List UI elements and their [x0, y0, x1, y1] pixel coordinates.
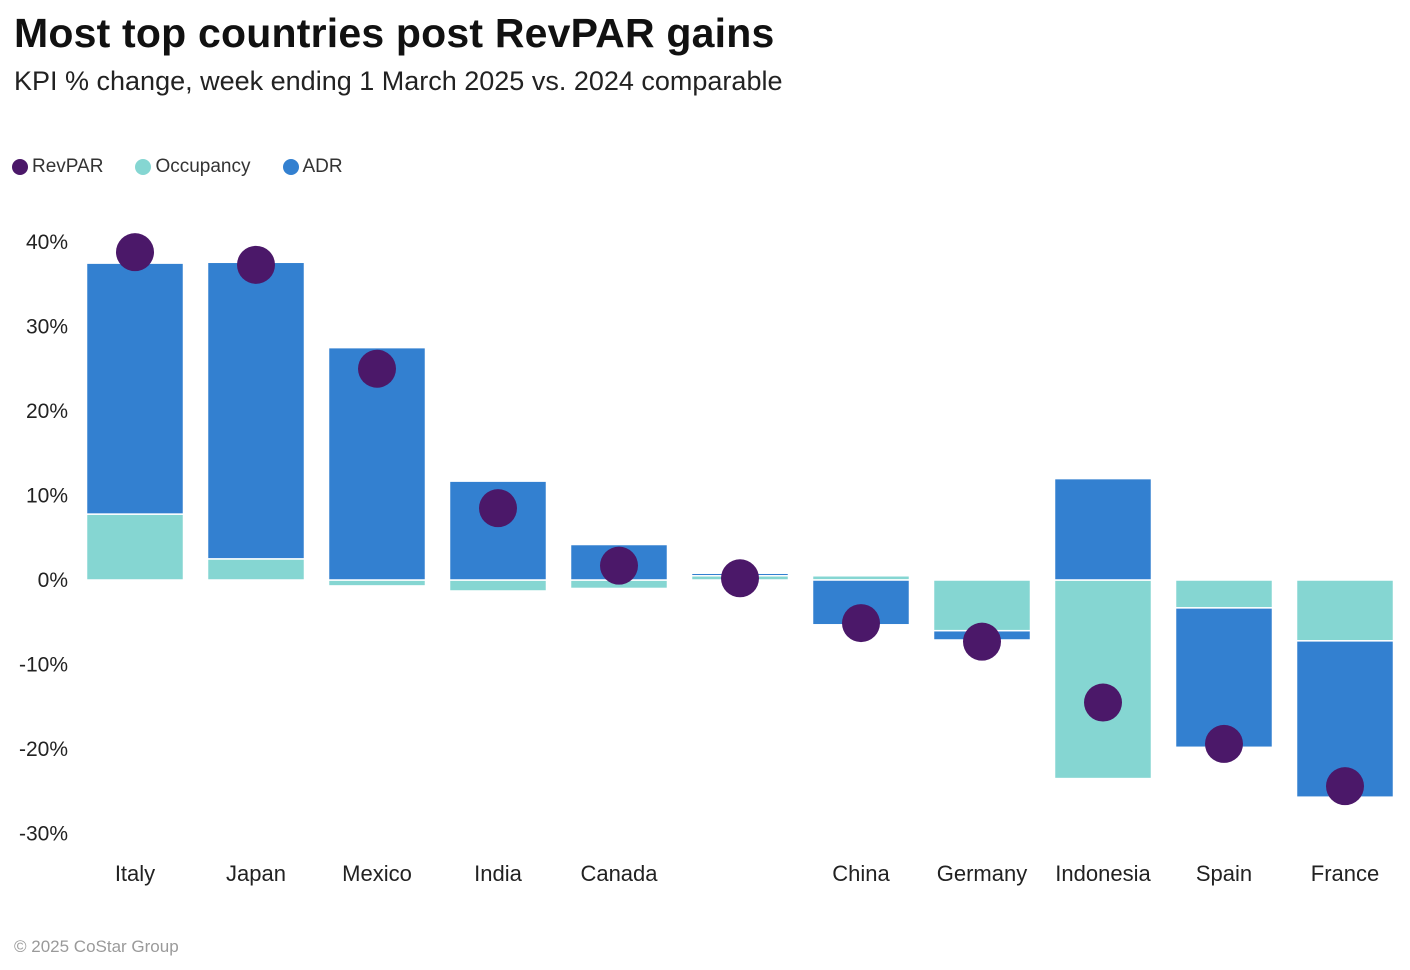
copyright-footer: © 2025 CoStar Group [14, 937, 179, 956]
revpar-dot [1084, 683, 1122, 722]
y-tick-label: 40% [26, 231, 68, 254]
adr-bar [206, 261, 306, 560]
x-category-label: Indonesia [1055, 861, 1151, 886]
legend-item-adr: ADR [282, 156, 343, 178]
y-tick-label: -30% [19, 823, 68, 846]
legend-item-occupancy: Occupancy [135, 156, 251, 178]
x-category-label: Mexico [342, 861, 412, 886]
occupancy-bar [448, 579, 548, 592]
revpar-dot [1205, 724, 1243, 763]
legend: RevPAR Occupancy ADR [12, 156, 375, 178]
occupancy-bar [206, 558, 306, 581]
revpar-dot [842, 604, 880, 643]
x-category-label: Japan [226, 861, 286, 886]
revpar-dot [721, 559, 759, 598]
x-category-label: Germany [937, 861, 1027, 886]
x-category-label: India [474, 861, 522, 886]
y-tick-label: 30% [26, 316, 68, 339]
x-category-label: Canada [580, 861, 658, 886]
y-tick-label: 10% [26, 485, 68, 508]
y-tick-label: 20% [26, 400, 68, 423]
y-tick-label: -20% [19, 738, 68, 761]
revpar-dot [237, 245, 275, 284]
revpar-dot [358, 349, 396, 388]
x-category-label: Spain [1196, 861, 1252, 886]
x-category-label: France [1311, 861, 1379, 886]
chart-subtitle: KPI % change, week ending 1 March 2025 v… [14, 66, 783, 96]
legend-label-occupancy: Occupancy [155, 156, 251, 177]
x-category-label: Italy [115, 861, 155, 886]
legend-item-revpar: RevPAR [12, 156, 103, 178]
revpar-dot [963, 622, 1001, 661]
adr-bar [1174, 607, 1274, 749]
chart-plot: 40% 30% 20% 10% 0% -10% -20% -30% Italy Japan Mexi… [19, 231, 1395, 886]
chart-title: Most top countries post RevPAR gains [14, 10, 775, 56]
occupancy-bar [932, 579, 1032, 632]
legend-label-revpar: RevPAR [32, 156, 104, 177]
occupancy-bar [85, 513, 185, 581]
legend-swatch-occupancy [135, 159, 152, 175]
adr-bar [85, 262, 185, 515]
revpar-dot [600, 546, 638, 585]
adr-bar [1053, 477, 1153, 581]
occupancy-bar [1174, 579, 1274, 609]
revpar-dot [116, 233, 154, 272]
revpar-dot [1326, 767, 1364, 806]
legend-label-adr: ADR [302, 156, 343, 177]
occupancy-bar [1295, 579, 1395, 642]
occupancy-bar [1053, 579, 1153, 780]
revpar-dot [479, 489, 517, 528]
y-tick-label: -10% [19, 654, 68, 677]
legend-swatch-revpar [12, 159, 28, 175]
x-category-label: China [832, 861, 890, 886]
occupancy-bar [327, 579, 427, 587]
y-tick-label: 0% [38, 569, 68, 592]
legend-swatch-adr [282, 159, 299, 175]
